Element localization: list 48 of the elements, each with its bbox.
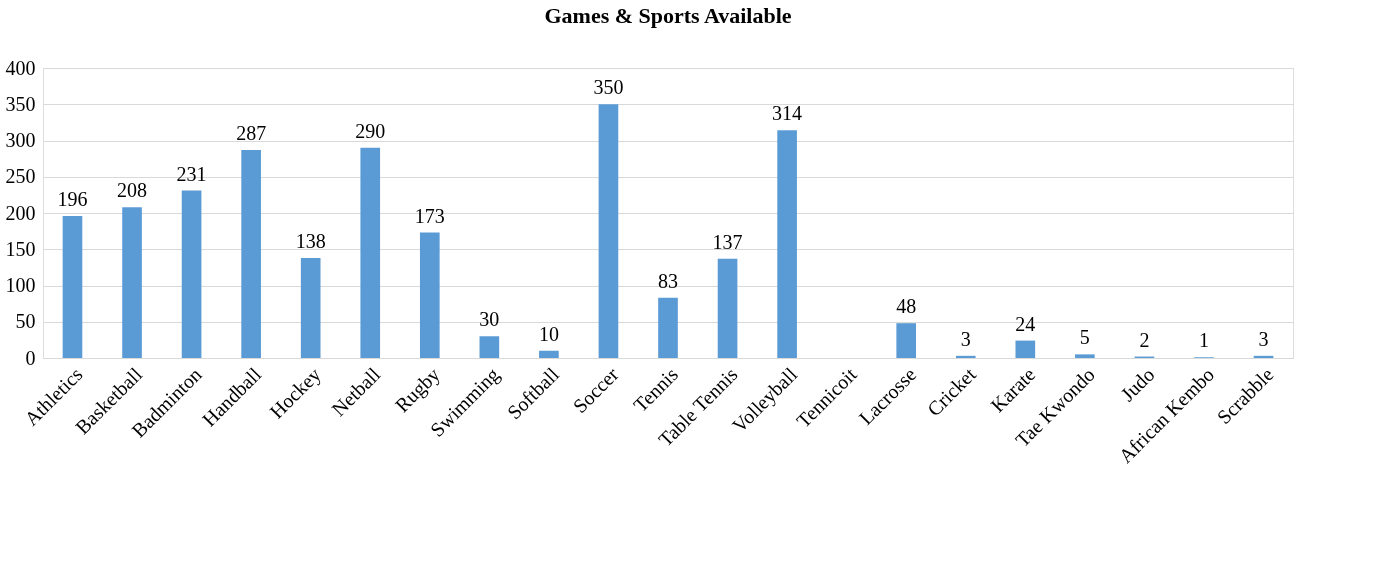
data-label: 231 (176, 162, 207, 185)
bar (896, 323, 917, 358)
bar (122, 207, 142, 358)
y-tick-label: 400 (5, 56, 36, 79)
data-label: 48 (896, 295, 917, 318)
data-label: 350 (593, 76, 624, 99)
bar (1075, 354, 1095, 358)
y-tick-label: 0 (25, 346, 36, 369)
data-label: 30 (479, 308, 500, 331)
y-tick-label: 250 (5, 165, 36, 188)
bar (717, 258, 738, 358)
bar (598, 104, 619, 358)
data-label: 137 (712, 230, 743, 253)
bar (181, 190, 202, 358)
data-label: 1 (1198, 329, 1209, 352)
bar (955, 355, 976, 358)
data-label: 3 (1258, 327, 1269, 350)
data-label: 10 (538, 322, 559, 345)
bar (419, 232, 440, 358)
y-tick-label: 200 (5, 201, 36, 224)
bar (777, 130, 797, 358)
bar (241, 149, 261, 358)
data-label: 287 (236, 121, 267, 144)
bar (539, 350, 559, 358)
chart-title: Games & Sports Available (544, 3, 792, 28)
data-label: 208 (117, 179, 148, 202)
bar (1015, 340, 1036, 358)
bar (62, 215, 83, 358)
data-label: 196 (57, 187, 88, 210)
data-label: 173 (414, 204, 445, 227)
data-label: 5 (1079, 326, 1090, 349)
data-label: 290 (355, 119, 386, 142)
y-tick-label: 300 (5, 129, 36, 151)
y-tick-label: 150 (5, 237, 36, 260)
bar (300, 257, 321, 358)
y-tick-label: 100 (5, 274, 36, 296)
data-label: 24 (1015, 312, 1036, 335)
data-label: 138 (295, 229, 326, 252)
bar (479, 336, 500, 358)
bar (658, 297, 678, 358)
x-tick-label: Judo (1116, 363, 1159, 406)
bar (360, 147, 381, 358)
data-label: 3 (960, 327, 971, 350)
data-label: 314 (772, 102, 803, 125)
data-label: 2 (1139, 328, 1150, 351)
data-label: 83 (658, 269, 678, 292)
y-tick-label: 350 (5, 92, 36, 115)
y-tick-label: 50 (15, 310, 36, 333)
